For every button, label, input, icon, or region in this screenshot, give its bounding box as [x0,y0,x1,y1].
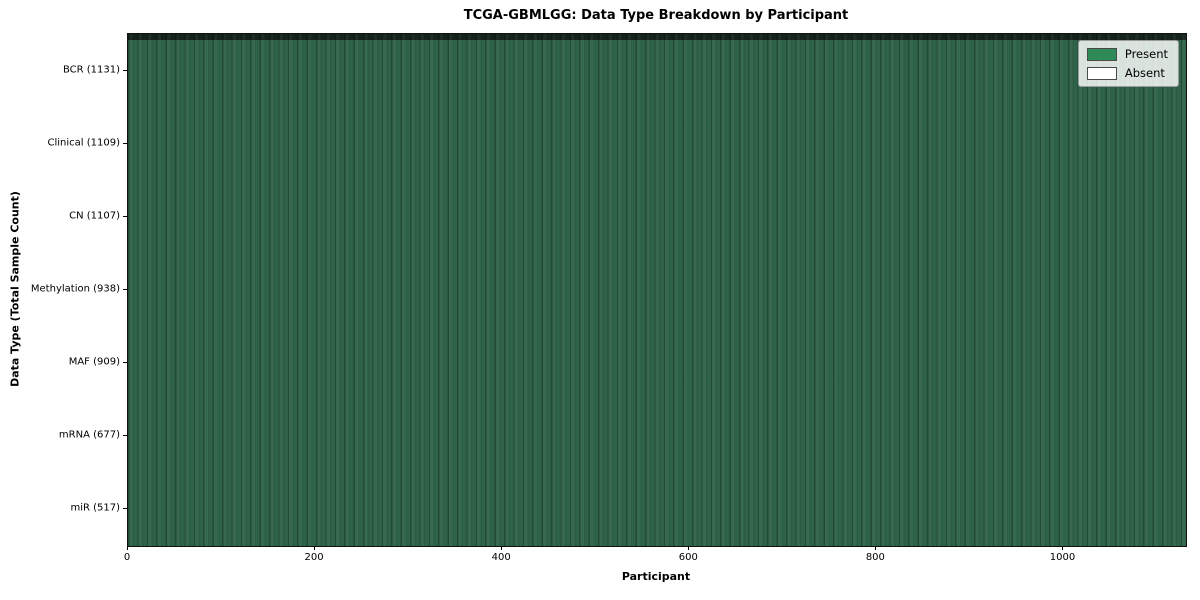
y-tick-mark [123,69,127,71]
x-tick-mark [875,546,877,550]
legend-label-present: Present [1124,47,1168,61]
y-category-label-BCR: BCR (1131) [62,64,120,76]
plot-area: Present Absent [127,33,1187,547]
absent-swatch-icon [1086,66,1117,80]
y-category-label-Methylation: Methylation (938) [30,283,120,295]
bar-texture-overlay [128,34,1186,546]
y-axis-label: Data Type (Total Sample Count) [8,191,22,387]
present-swatch-icon [1086,47,1117,61]
y-tick-mark [123,215,127,217]
y-category-label-mRNA: mRNA (677) [58,429,120,441]
x-tick-label: 800 [865,552,885,563]
row-Methylation [128,36,1186,37]
chart-title: TCGA-GBMLGG: Data Type Breakdown by Part… [463,8,849,23]
row-miR [128,39,1186,40]
x-tick-label: 200 [304,552,324,563]
row-CN [128,35,1186,36]
row-mRNA [128,38,1186,39]
y-category-label-Clinical: Clinical (1109) [47,137,121,149]
y-tick-mark [123,289,127,290]
y-category-label-CN: CN (1107) [69,210,120,222]
legend-label-absent: Absent [1124,66,1165,80]
y-tick-mark [123,362,127,364]
x-tick-label: 600 [678,552,698,563]
rows-layer [128,34,1186,40]
x-tick-mark [127,546,128,550]
y-category-label-MAF: MAF (909) [68,356,120,368]
row-Clinical [128,34,1186,35]
row-MAF [128,37,1186,38]
x-tick-label: 1000 [1049,552,1076,563]
legend-entry-absent: Absent [1086,66,1168,80]
x-tick-mark [1062,546,1064,550]
y-tick-mark [123,435,127,437]
y-tick-mark [123,508,127,510]
x-tick-mark [688,546,690,550]
x-tick-mark [501,546,503,550]
y-tick-mark [123,142,127,144]
y-category-label-miR: miR (517) [70,502,120,514]
x-tick-label: 400 [491,552,511,563]
x-tick-label: 0 [123,552,131,563]
legend: Present Absent [1077,40,1179,87]
x-tick-mark [314,546,316,550]
legend-entry-present: Present [1086,47,1168,61]
x-axis-label: Participant [621,570,691,583]
